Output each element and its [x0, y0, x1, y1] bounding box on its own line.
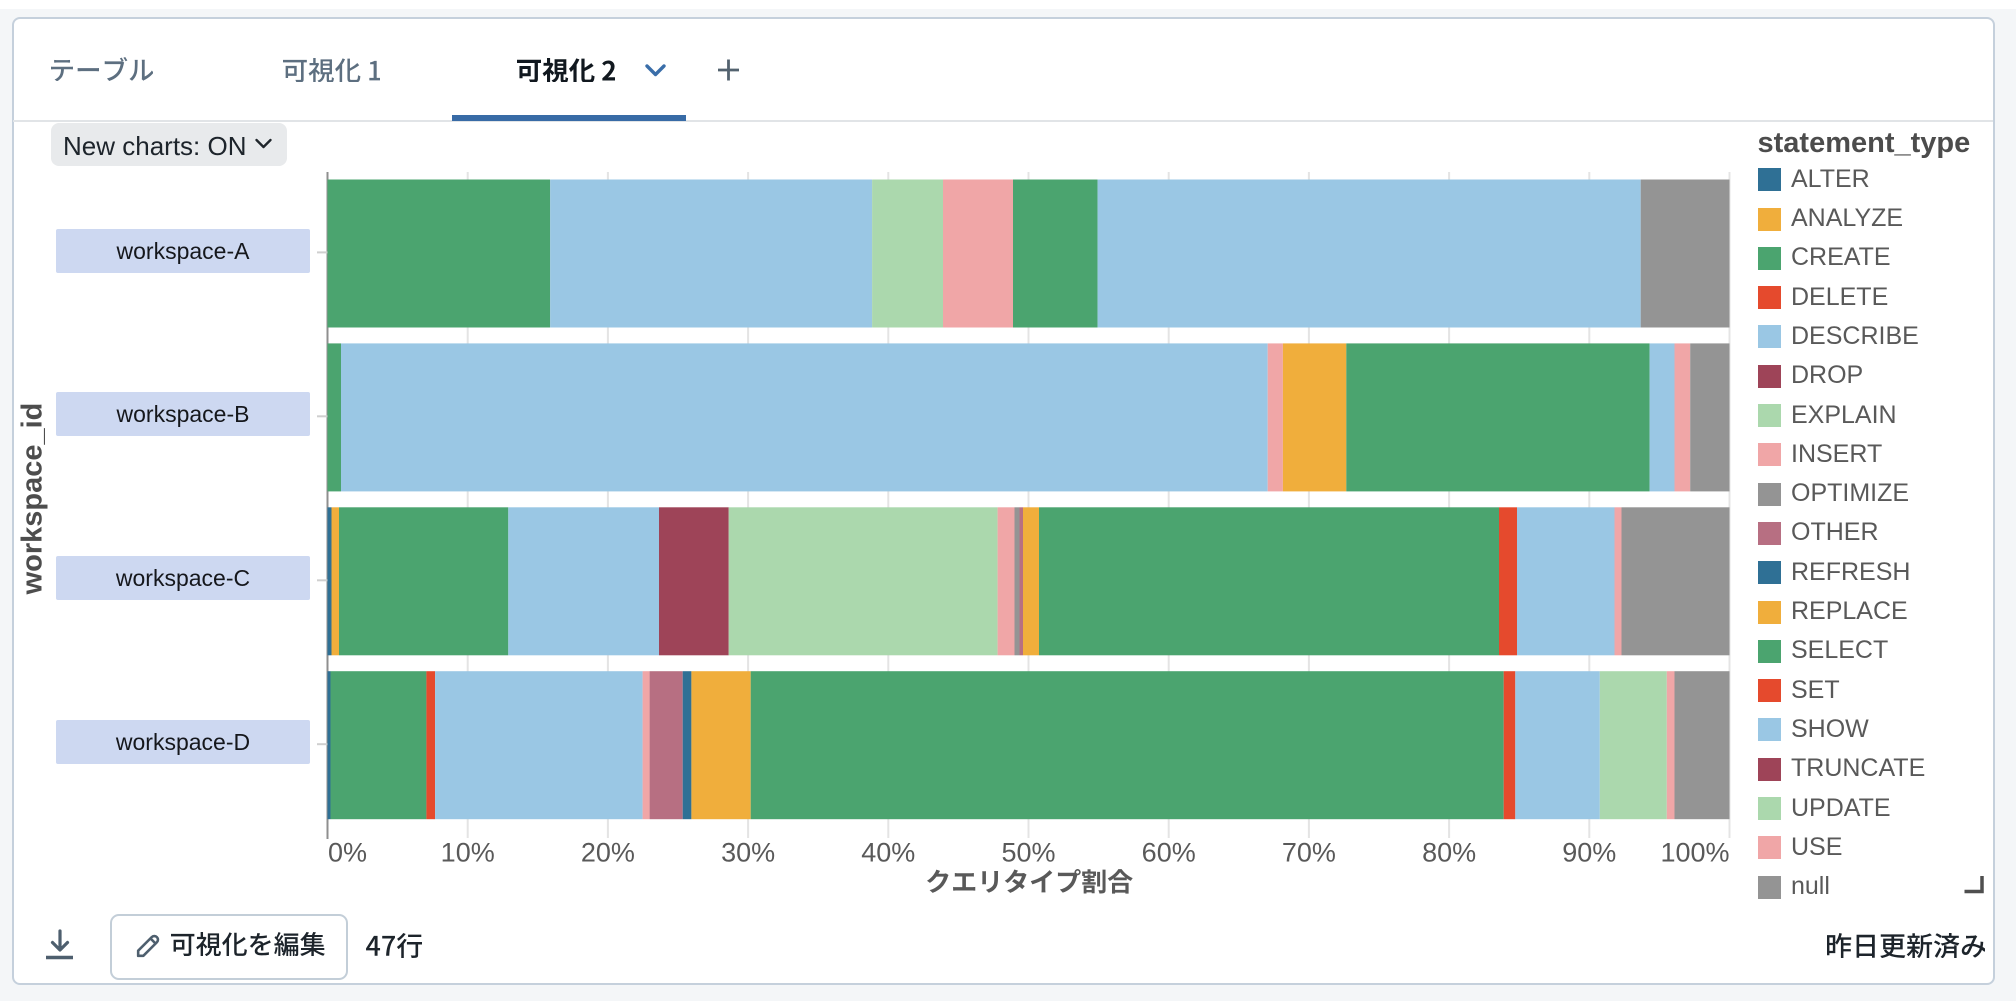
- svg-text:70%: 70%: [1282, 838, 1336, 868]
- svg-text:30%: 30%: [721, 838, 775, 868]
- svg-text:20%: 20%: [581, 838, 635, 868]
- svg-text:40%: 40%: [861, 838, 915, 868]
- svg-text:10%: 10%: [441, 838, 495, 868]
- svg-text:80%: 80%: [1422, 838, 1476, 868]
- svg-text:100%: 100%: [1660, 838, 1729, 868]
- svg-text:60%: 60%: [1142, 838, 1196, 868]
- svg-text:90%: 90%: [1562, 838, 1616, 868]
- svg-text:0%: 0%: [328, 838, 367, 868]
- svg-text:50%: 50%: [1001, 838, 1055, 868]
